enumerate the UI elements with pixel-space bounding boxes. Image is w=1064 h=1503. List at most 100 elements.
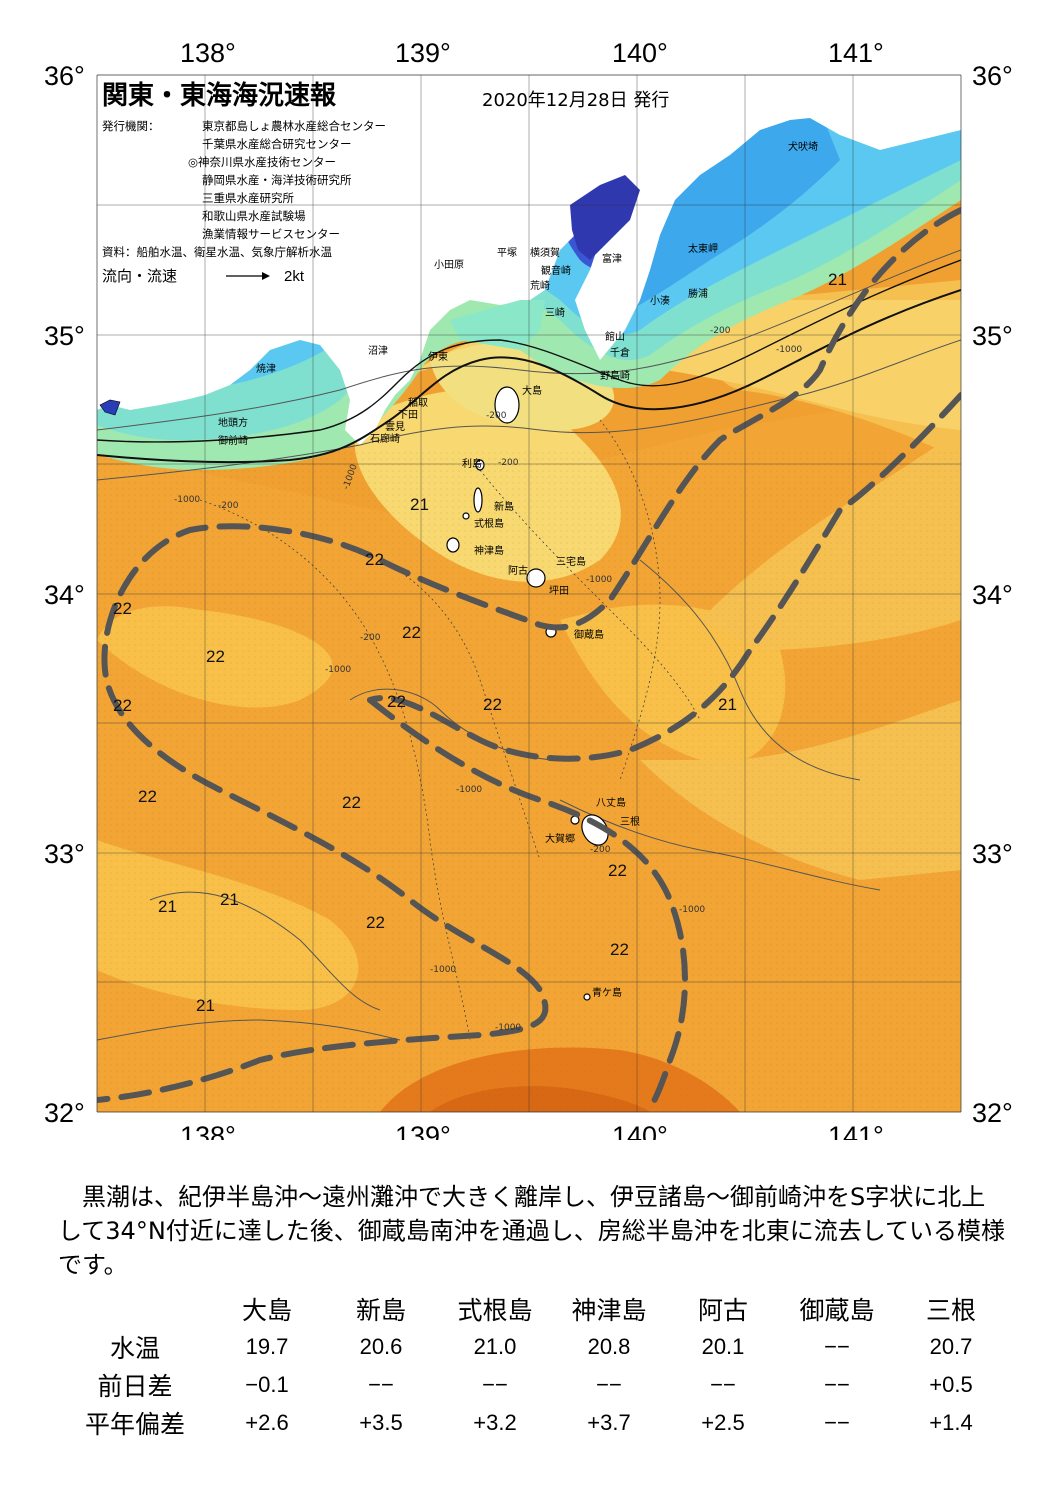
- issuer-2: 千葉県水産総合研究センター: [202, 137, 352, 151]
- lon-label-138-top: 138°: [180, 38, 236, 68]
- table-row: 前日差 −0.1 −− −− −− −− −− +0.5: [60, 1366, 1008, 1404]
- isotherm-label: 22: [365, 550, 384, 569]
- row-label: 平年偏差: [84, 1410, 185, 1439]
- isotherm-label: 22: [608, 861, 627, 880]
- lat-label-34-right: 34°: [972, 580, 1013, 610]
- lat-label-36-right: 36°: [972, 61, 1013, 91]
- table-row: 平年偏差 +2.6 +3.5 +3.2 +3.7 +2.5 −− +1.4: [60, 1404, 1008, 1442]
- table-header-row: 大島 新島 式根島 神津島 阿古 御蔵島 三根: [60, 1290, 1008, 1328]
- depth-contours: [199, 419, 701, 1041]
- isotherm-label: 21: [158, 897, 177, 916]
- depth-label: -1000: [430, 965, 456, 975]
- table-cell: 19.7: [245, 1334, 289, 1359]
- table-cell: 21.0: [473, 1334, 517, 1359]
- station-header: 三根: [925, 1296, 976, 1325]
- depth-label: -200: [486, 411, 507, 421]
- place-omaezaki: 御前崎: [218, 434, 248, 447]
- table-cell: 20.7: [929, 1334, 973, 1359]
- issuer-3: ◎神奈川県水産技術センター: [188, 155, 336, 169]
- place-nojimazaki: 野島崎: [600, 369, 630, 382]
- depth-label: -1000: [776, 345, 802, 355]
- place-shimoda: 下田: [398, 410, 418, 421]
- place-kumomi: 雲見: [385, 421, 405, 433]
- table-cell: +3.7: [587, 1410, 631, 1435]
- lon-label-138-bottom: 138°: [180, 1121, 236, 1140]
- place-inatori: 稲取: [408, 397, 428, 409]
- table-cell: 20.8: [587, 1334, 631, 1359]
- lon-label-139-top: 139°: [395, 38, 451, 68]
- flow-legend-label: 流向・流速: [102, 267, 177, 285]
- place-jitokata: 地頭方: [218, 416, 248, 429]
- place-ito: 伊東: [428, 350, 448, 363]
- isotherm-label: 22: [342, 793, 361, 812]
- place-kominato: 小湊: [650, 294, 670, 307]
- table-corner: [60, 1290, 210, 1328]
- isotherm-label: 21: [410, 495, 429, 514]
- lon-label-141-top: 141°: [828, 38, 884, 68]
- place-miyakejima: 三宅島: [556, 555, 586, 568]
- depth-label: -1000: [456, 785, 482, 795]
- station-header: 神津島: [571, 1296, 647, 1325]
- table-cell: +3.5: [359, 1410, 403, 1435]
- table-cell: −−: [596, 1372, 622, 1397]
- kuroshio-description: 黒潮は、紀伊半島沖～遠州灘沖で大きく離岸し、伊豆諸島～御前崎沖をS字状に北上して…: [58, 1183, 1006, 1279]
- station-header: 式根島: [457, 1296, 533, 1325]
- isotherm-label: 21: [718, 695, 737, 714]
- place-katsuura: 勝浦: [688, 287, 708, 300]
- station-header: 御蔵島: [799, 1296, 875, 1325]
- map-title: 関東・東海海況速報: [102, 81, 337, 111]
- isotherm-labels: 21 21 22 22 22 22 22 22 22 22 22 22 21 2…: [113, 270, 847, 1015]
- depth-label: -200: [218, 501, 239, 511]
- place-ako: 阿古: [508, 564, 528, 577]
- table-cell: −−: [482, 1372, 508, 1397]
- table-cell: −−: [824, 1372, 850, 1397]
- lat-labels-right: 36° 35° 34° 33° 32°: [972, 61, 1013, 1128]
- table-cell: −−: [824, 1410, 850, 1435]
- isotherm-label: 21: [196, 996, 215, 1015]
- table-cell: 20.6: [359, 1334, 403, 1359]
- lon-label-140-bottom: 140°: [612, 1121, 668, 1140]
- place-labels: 犬吠埼 太東岬 勝浦 小湊 富津 横須賀 観音崎 平塚 小田原 荒崎 三崎 館山…: [218, 140, 818, 999]
- table-cell: +1.4: [929, 1410, 973, 1435]
- table-cell: −−: [824, 1334, 850, 1359]
- place-niijima: 新島: [494, 500, 514, 513]
- place-chikura: 千倉: [610, 346, 630, 359]
- place-taitomisaki: 太東岬: [688, 242, 718, 255]
- place-toshima: 利島: [462, 457, 482, 470]
- lat-label-32-right: 32°: [972, 1098, 1013, 1128]
- lat-label-33-right: 33°: [972, 839, 1013, 869]
- lon-labels-bottom: 138° 139° 140° 141°: [180, 1121, 884, 1140]
- lat-label-36-left: 36°: [44, 61, 85, 91]
- isotherm-label: 22: [206, 647, 225, 666]
- issuer-7: 漁業情報サービスセンター: [202, 227, 340, 241]
- place-yokosuka: 横須賀: [530, 246, 560, 259]
- isotherm-label: 22: [113, 599, 132, 618]
- table-cell: +2.6: [245, 1410, 289, 1435]
- row-label: 前日差: [97, 1372, 173, 1401]
- table-cell: 20.1: [701, 1334, 745, 1359]
- depth-label: -200: [590, 845, 611, 855]
- issuer-4: 静岡県水産・海洋技術研究所: [202, 173, 352, 187]
- place-misaki: 三崎: [545, 306, 565, 319]
- station-header: 大島: [241, 1296, 292, 1325]
- isotherm-label: 22: [483, 695, 502, 714]
- table-cell: +3.2: [473, 1410, 517, 1435]
- station-header: 新島: [355, 1296, 406, 1325]
- place-hiratsuka: 平塚: [497, 247, 517, 259]
- isotherm-label: 22: [402, 623, 421, 642]
- depth-label: -200: [710, 326, 731, 336]
- lat-label-35-right: 35°: [972, 321, 1013, 351]
- place-yaizu: 焼津: [256, 363, 276, 375]
- table-cell: −−: [710, 1372, 736, 1397]
- table-row: 水温 19.7 20.6 21.0 20.8 20.1 −− 20.7: [60, 1328, 1008, 1366]
- isotherm-label: 21: [220, 890, 239, 909]
- sea-surface-temperature-map: 138° 139° 140° 141° 138° 139° 140° 141° …: [44, 38, 1013, 1140]
- observation-table: 大島 新島 式根島 神津島 阿古 御蔵島 三根 水温 19.7 20.6 21.…: [60, 1290, 1008, 1442]
- place-numazu: 沼津: [368, 344, 388, 357]
- isotherm-label: 22: [138, 787, 157, 806]
- place-inubozaki: 犬吠埼: [788, 140, 818, 153]
- lon-label-140-top: 140°: [612, 38, 668, 68]
- issuer-6: 和歌山県水産試験場: [202, 209, 306, 223]
- place-irozaki: 石廊崎: [370, 432, 400, 445]
- depth-label: -1000: [495, 1023, 521, 1033]
